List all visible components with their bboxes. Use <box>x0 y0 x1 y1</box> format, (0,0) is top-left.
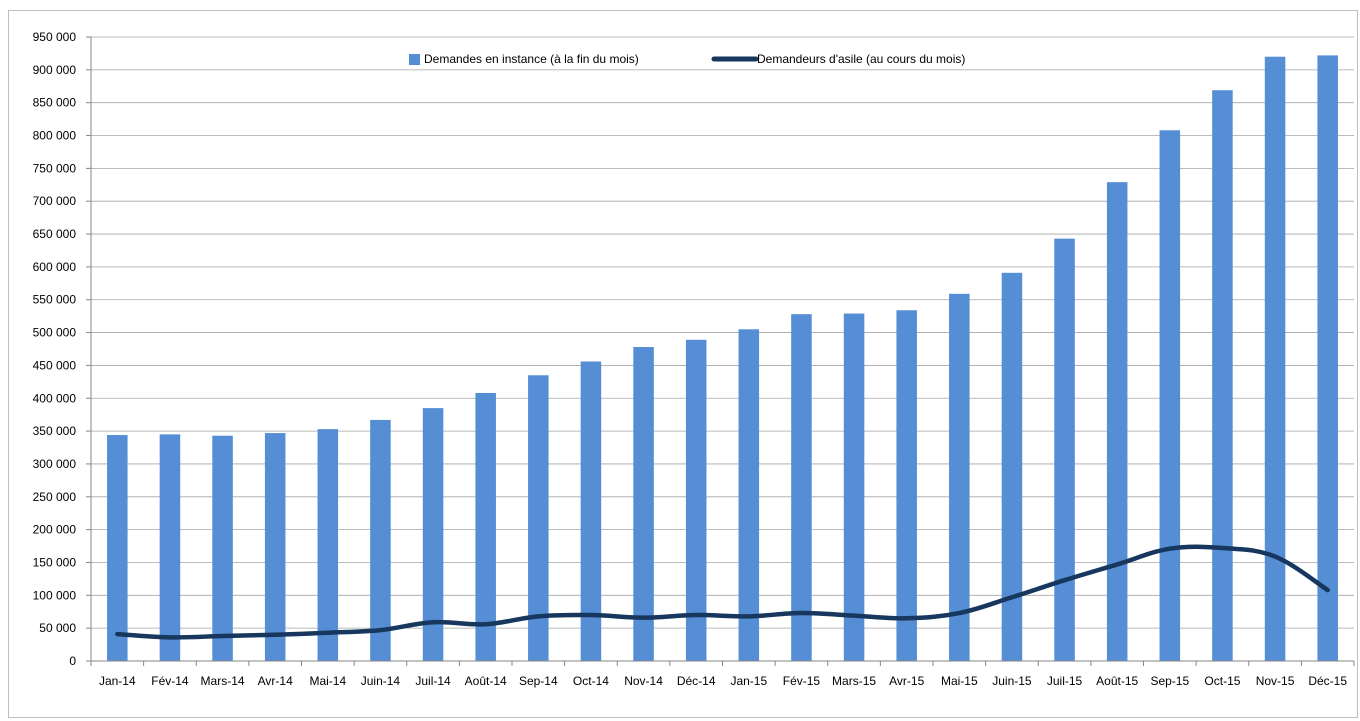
bar <box>791 314 812 661</box>
x-tick-label: Déc-15 <box>1308 674 1347 688</box>
y-tick-label: 550 000 <box>33 293 77 307</box>
y-tick-label: 950 000 <box>33 30 77 44</box>
legend: Demandes en instance (à la fin du mois) … <box>409 52 965 66</box>
y-tick-label: 650 000 <box>33 227 77 241</box>
x-tick-label: Sep-14 <box>519 674 558 688</box>
legend-label-bars: Demandes en instance (à la fin du mois) <box>424 52 639 66</box>
x-tick-label: Août-14 <box>465 674 507 688</box>
x-tick-label: Jan-14 <box>99 674 136 688</box>
x-tick-label: Mai-14 <box>309 674 346 688</box>
y-tick-label: 850 000 <box>33 96 77 110</box>
line-series <box>115 544 1330 640</box>
bar <box>159 434 181 661</box>
bar <box>212 435 233 661</box>
y-tick-label: 800 000 <box>33 129 77 143</box>
line-path <box>115 544 1330 640</box>
bar <box>422 408 444 661</box>
bar <box>1317 55 1338 661</box>
y-tick-label: 700 000 <box>33 194 77 208</box>
bar <box>896 310 917 661</box>
y-tick-label: 400 000 <box>33 391 77 405</box>
bar <box>1001 272 1023 661</box>
x-tick-label: Août-15 <box>1096 674 1138 688</box>
bar-series <box>107 55 1338 662</box>
y-tick-label: 350 000 <box>33 424 77 438</box>
x-tick-label: Jan-15 <box>730 674 767 688</box>
y-axis-tick-labels: 0 50 000 100 000 150 000 200 000 250 000 300 0… <box>33 30 77 668</box>
bar <box>843 313 865 661</box>
bar <box>738 329 760 661</box>
y-tick-label: 150 000 <box>33 555 77 569</box>
x-tick-label: Avr-14 <box>258 674 293 688</box>
y-tick-label: 600 000 <box>33 260 77 274</box>
x-tick-label: Mai-15 <box>941 674 978 688</box>
x-tick-label: Mars-14 <box>201 674 245 688</box>
y-tick-label: 200 000 <box>33 523 77 537</box>
x-tick-label: Avr-15 <box>889 674 924 688</box>
bar <box>475 393 496 661</box>
axes <box>90 37 1355 666</box>
bar <box>370 419 391 661</box>
x-tick-label: Juin-15 <box>992 674 1032 688</box>
bar <box>685 339 707 661</box>
bar <box>580 361 602 661</box>
bar <box>264 433 286 661</box>
bar <box>1106 182 1128 661</box>
x-tick-label: Déc-14 <box>677 674 716 688</box>
x-tick-label: Fév-14 <box>151 674 189 688</box>
y-tick-label: 300 000 <box>33 457 77 471</box>
bar <box>1264 56 1286 661</box>
x-tick-label: Oct-14 <box>573 674 609 688</box>
y-tick-label: 0 <box>69 654 76 668</box>
y-tick-label: 250 000 <box>33 490 77 504</box>
bar <box>1212 90 1233 661</box>
bar <box>528 375 549 661</box>
legend-swatch-bars <box>409 54 420 65</box>
y-tick-label: 500 000 <box>33 326 77 340</box>
x-tick-label: Juil-15 <box>1047 674 1083 688</box>
bar <box>1054 238 1075 662</box>
x-tick-label: Juil-14 <box>415 674 451 688</box>
bar <box>107 435 128 661</box>
chart-frame <box>8 10 1358 718</box>
y-tick-label: 900 000 <box>33 63 77 77</box>
y-tick-label: 450 000 <box>33 358 77 372</box>
y-tick-label: 100 000 <box>33 588 77 602</box>
gridlines <box>86 36 1354 662</box>
x-tick-label: Oct-15 <box>1204 674 1240 688</box>
x-tick-label: Nov-14 <box>624 674 663 688</box>
x-tick-label: Sep-15 <box>1150 674 1189 688</box>
x-tick-label: Fév-15 <box>783 674 821 688</box>
x-tick-label: Nov-15 <box>1256 674 1295 688</box>
y-tick-label: 750 000 <box>33 161 77 175</box>
legend-label-line: Demandeurs d'asile (au cours du mois) <box>757 52 965 66</box>
x-tick-label: Mars-15 <box>832 674 876 688</box>
bar <box>633 347 654 661</box>
bar <box>1159 130 1181 661</box>
bar <box>317 429 339 661</box>
x-axis-tick-labels: Jan-14 Fév-14 Mars-14 Avr-14 Mai-14 Juin-14 Ju… <box>99 674 1347 688</box>
y-tick-label: 50 000 <box>39 621 76 635</box>
x-tick-label: Juin-14 <box>361 674 401 688</box>
bar <box>949 293 970 661</box>
